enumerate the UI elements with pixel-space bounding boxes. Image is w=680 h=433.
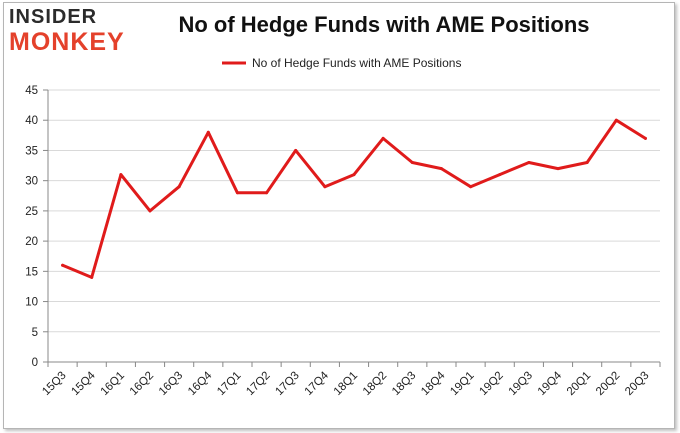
x-tick-label: 16Q1 [99,370,127,398]
x-tick-labels: 15Q3 15Q4 16Q1 16Q2 16Q3 16Q4 17Q1 17Q2 17Q3 17Q4… [40,369,651,398]
chart-title: No of Hedge Funds with AME Positions [178,12,590,37]
x-tick-label: 18Q1 [332,370,360,398]
data-point [498,173,502,177]
y-tick-label: 40 [25,115,38,127]
series-line [61,118,647,279]
y-tick-labels: 0 5 10 15 20 25 30 35 40 45 [25,85,38,369]
data-point [90,275,94,279]
logo-text-bottom: MONKEY [9,28,125,56]
data-point [294,148,298,152]
y-tick-label: 20 [25,236,38,248]
data-point [527,161,531,165]
x-tick-label: 18Q3 [390,370,418,398]
x-tick-label: 17Q3 [273,370,301,398]
data-point [352,173,356,177]
x-tick-label: 15Q4 [69,369,98,398]
y-tick-label: 35 [25,145,38,157]
x-tick-label: 16Q3 [157,370,185,398]
x-tick-label: 20Q3 [623,370,651,398]
data-point [265,191,269,195]
y-tick-label: 15 [25,266,38,278]
x-tick-label: 15Q3 [40,370,68,398]
y-tick-label: 45 [25,85,38,97]
data-point [119,173,123,177]
legend-label: No of Hedge Funds with AME Positions [252,56,461,70]
x-tick-label: 18Q2 [361,370,389,398]
data-point [148,209,152,213]
data-point [206,130,210,134]
x-tick-label: 17Q2 [244,370,272,398]
x-tick-label: 16Q2 [128,370,156,398]
data-point [177,185,181,189]
data-point [643,136,647,140]
y-tick-label: 0 [32,357,38,369]
data-point [469,185,473,189]
y-tick-label: 5 [32,327,38,339]
chart-frame [3,2,675,429]
logo-text-top: INSIDER [9,6,98,28]
data-point [585,161,589,165]
x-tick-label: 18Q4 [419,369,448,398]
data-point [323,185,327,189]
y-tick-label: 25 [25,206,38,218]
data-point [381,136,385,140]
x-tick-label: 17Q4 [303,369,332,398]
series-layer [61,118,647,279]
x-tick-label: 20Q2 [594,370,622,398]
x-tick-label: 16Q4 [186,369,215,398]
x-tick-label: 17Q1 [215,370,243,398]
data-point [439,167,443,171]
y-tick-label: 10 [25,297,38,309]
gridlines [48,89,660,363]
data-point [410,161,414,165]
data-point [235,191,239,195]
x-tick-label: 19Q1 [448,370,476,398]
axes [43,89,661,367]
data-point [556,167,560,171]
insider-monkey-logo: INSIDER MONKEY [9,6,129,58]
y-tick-label: 30 [25,176,38,188]
data-point [61,263,65,267]
x-tick-label: 20Q1 [565,370,593,398]
x-tick-label: 19Q2 [477,370,505,398]
data-point [614,118,618,122]
legend: No of Hedge Funds with AME Positions [222,56,461,70]
x-tick-label: 19Q4 [536,369,565,398]
x-tick-label: 19Q3 [507,370,535,398]
